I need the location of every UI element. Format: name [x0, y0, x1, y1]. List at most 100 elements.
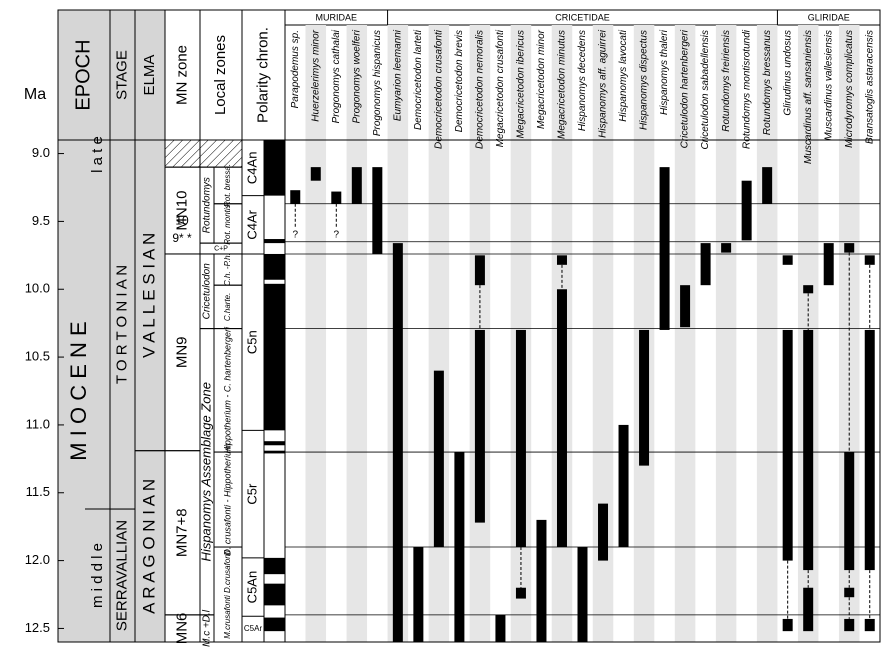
query-mark: ? — [334, 230, 340, 241]
normal-polarity — [264, 253, 285, 280]
column-header: STAGE — [113, 50, 130, 100]
range-bar — [803, 587, 814, 632]
range-bar — [474, 255, 485, 286]
range-bar — [392, 243, 403, 642]
mn-zone-label: MN9 — [173, 336, 190, 368]
column-shade — [715, 25, 737, 642]
zone-label: M.c +D.l — [202, 609, 213, 647]
range-bar — [495, 614, 506, 642]
family-name: GLIRIDAE — [808, 12, 850, 22]
y-tick-label: 12.0 — [25, 552, 50, 567]
taxon-name: Microdyromys complicatus — [844, 30, 855, 148]
taxon-name: Bransatoglis astaracensis — [864, 30, 875, 144]
subzone-label: Rot. montis. — [223, 202, 232, 245]
range-bar — [844, 618, 855, 632]
mn-zone-box — [164, 139, 201, 168]
subzone-label: C.h. -P.h. — [223, 253, 232, 286]
y-tick-label: 10.5 — [25, 349, 50, 364]
y-tick-label: 9.5 — [32, 213, 50, 228]
taxon-name: Huerzelerimys minor — [310, 29, 321, 121]
subepoch-label: l a t e — [89, 136, 106, 173]
range-bar — [577, 547, 588, 642]
taxon-name: Megacricetodon ibericus — [516, 30, 527, 138]
taxon-name: Hispanomys aff. aguirrei — [598, 29, 609, 138]
y-axis-label: Ma — [24, 86, 46, 103]
range-bar — [803, 285, 814, 294]
normal-polarity — [264, 441, 285, 446]
local-hatch — [199, 139, 243, 168]
taxon-name: Rotundomys montisrotundi — [741, 29, 752, 149]
range-bar — [372, 167, 383, 254]
taxon-name: Cricetulodon hartenbergeri — [680, 29, 691, 148]
y-tick-label: 12.5 — [25, 620, 50, 635]
taxon-name: Progonomys hispanicus — [372, 30, 383, 136]
range-bar — [515, 587, 526, 599]
range-bar — [454, 452, 465, 642]
column-header: EPOCH — [72, 39, 94, 110]
range-bar — [844, 452, 855, 571]
column-shade — [305, 25, 327, 642]
range-bar — [639, 329, 650, 466]
range-bar — [413, 547, 424, 642]
zone-label: Hispanomys Assemblage Zone — [198, 382, 213, 561]
taxon-name: Rotundomys freiriensis — [721, 30, 732, 132]
range-bar — [782, 618, 793, 632]
subzone-box — [213, 203, 243, 244]
range-bar — [864, 618, 875, 632]
chron-label: C4Ar — [244, 209, 259, 239]
taxon-name: Muscardinus aff. sansaniensis — [803, 30, 814, 164]
range-bar — [844, 243, 855, 253]
range-bar — [864, 255, 875, 265]
range-bar — [598, 503, 609, 561]
elma-label: V A L L E S I A N — [139, 233, 158, 358]
normal-polarity — [264, 450, 285, 454]
stage-label: T O R T O N I A N — [113, 265, 130, 384]
subzone-label: M.crusafonti D.crusafonti — [223, 550, 232, 639]
range-bar — [310, 167, 321, 181]
taxon-name: Muscardinus vallesiensis — [823, 30, 834, 141]
column-shade — [346, 25, 368, 642]
taxon-name: Glirudinus undosus — [782, 30, 793, 116]
elma-label: A R A G O N I A N — [139, 479, 158, 614]
subzone-label: Hippotherium - C. hartenbergeri — [222, 326, 232, 454]
range-bar — [556, 255, 567, 265]
column-header: MN zone — [173, 45, 190, 105]
taxon-name: Progonomys woelferi — [351, 29, 362, 123]
range-bar — [864, 329, 875, 571]
taxon-name: Megacricetodon minutus — [557, 30, 568, 139]
chron-label: C5An — [244, 571, 259, 604]
range-bar — [515, 329, 526, 548]
query-mark: ? — [292, 230, 298, 241]
y-tick-label: 9.0 — [32, 145, 50, 160]
range-bar — [331, 191, 342, 204]
mn-note: 9* * — [172, 231, 192, 245]
mn-zone-label: MN6 — [173, 613, 190, 645]
range-bar — [803, 329, 814, 571]
taxon-name: Democricetodon nemoralis — [475, 30, 486, 149]
taxon-name: Democricetodon crusafonti — [434, 29, 445, 149]
column-shade — [428, 25, 450, 642]
range-bar — [536, 519, 547, 642]
taxon-name: Parapodemus sp. — [290, 30, 301, 108]
column-shade — [674, 25, 696, 642]
column-header: Polarity chron. — [254, 27, 271, 123]
taxon-name: Hispanomys dispectus — [639, 30, 650, 130]
column-shade — [756, 25, 778, 642]
chron-label: C4An — [244, 152, 259, 185]
normal-polarity — [264, 557, 285, 575]
zone-label: Cricetulodon — [202, 263, 213, 320]
taxon-name: Democricetodon larteti — [413, 29, 424, 130]
normal-polarity — [264, 617, 285, 632]
range-bar — [556, 289, 567, 548]
taxon-name: Megacricetodon minor — [536, 29, 547, 129]
range-bar — [762, 167, 773, 204]
range-bar — [700, 243, 711, 286]
y-tick-label: 10.0 — [25, 281, 50, 296]
normal-polarity — [264, 283, 285, 431]
taxon-name: Cricetulodon sabadellensis — [700, 30, 711, 150]
taxon-name: Hispanomys lavocati — [618, 29, 629, 121]
range-bar — [823, 243, 834, 286]
normal-polarity — [264, 239, 285, 244]
range-bar — [680, 285, 691, 328]
